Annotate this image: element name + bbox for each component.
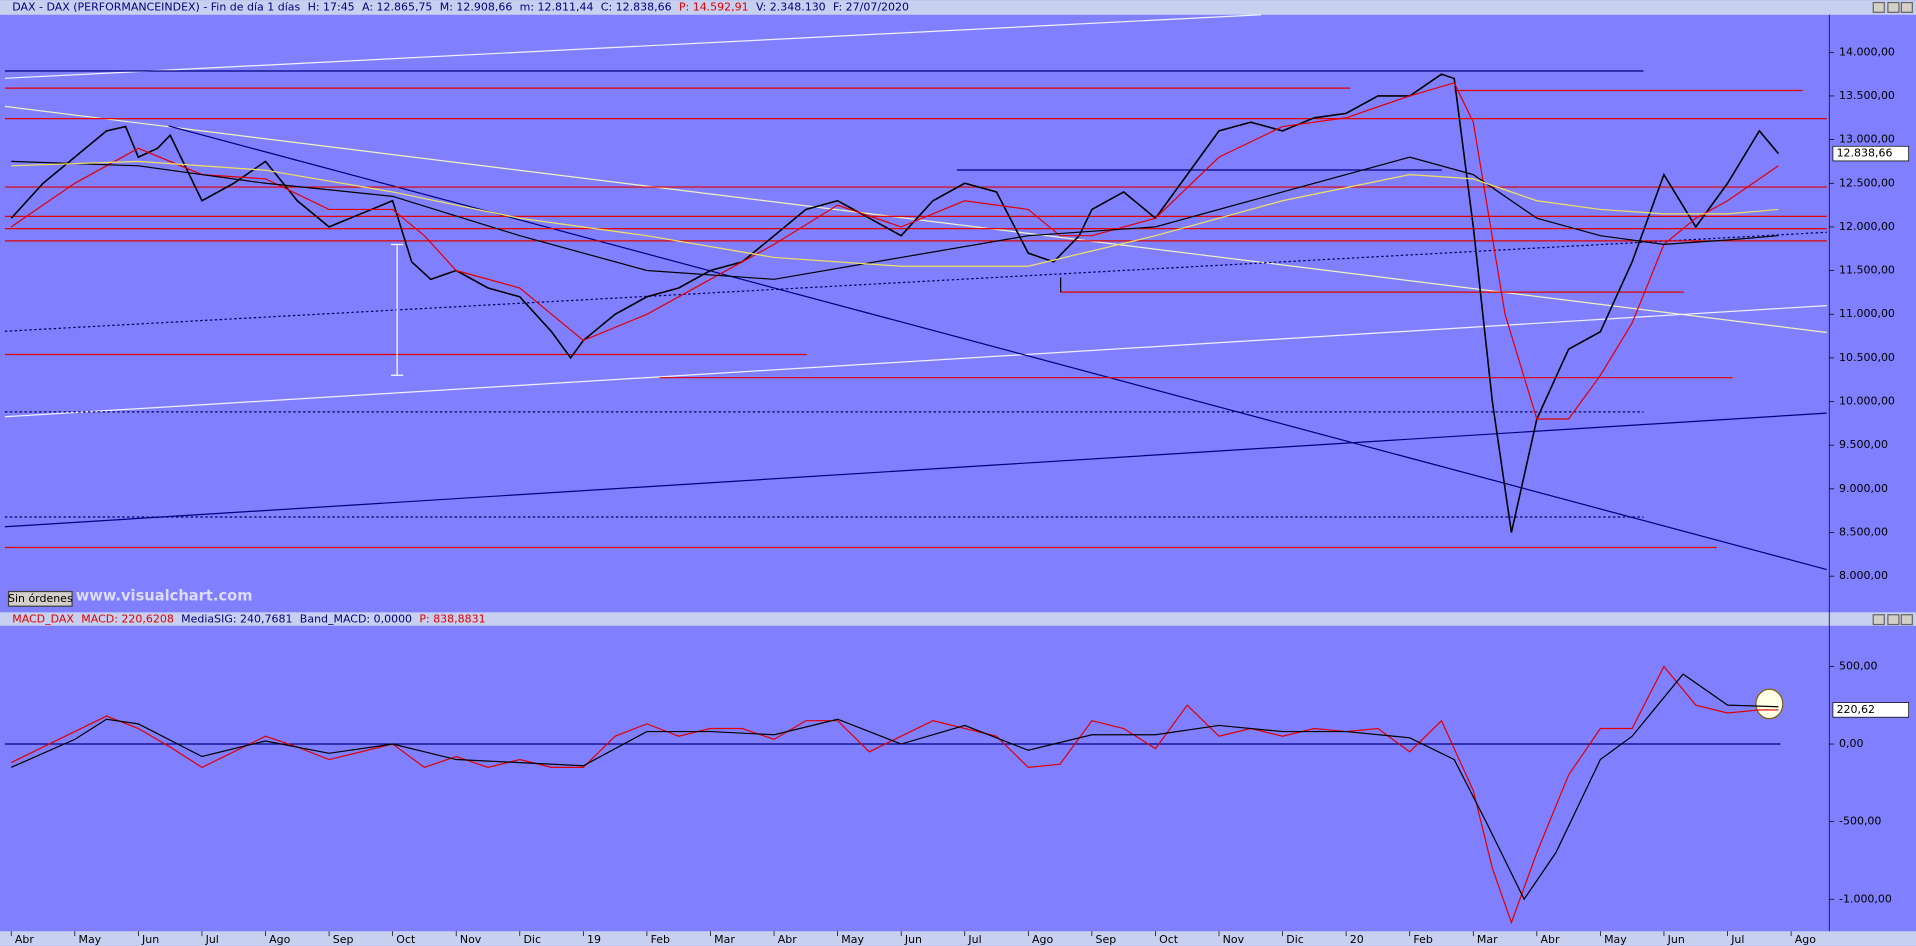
x-tick-label: 19 [587,933,601,946]
title-bar [0,0,1916,15]
drawing-tools [4,14,1827,720]
x-tick-label: Abr [15,933,34,946]
y-tick-label: 10.000,00 [1839,395,1895,408]
y-tick-label: 13.000,00 [1839,133,1895,146]
trend-line [4,412,1827,528]
x-tick-label: May [1604,933,1627,946]
info-field: P: 838,8831 [419,613,485,626]
series-line [10,673,1779,901]
x-tick-label: May [841,933,864,946]
info-field: V: 2.348.130 [756,0,826,13]
x-tick-label: Mar [1477,933,1498,946]
x-tick-label: Nov [460,933,482,946]
trend-line [4,14,1262,79]
x-tick-label: Feb [651,933,670,946]
y-tick-label: 10.500,00 [1839,351,1895,364]
x-tick-label: Dic [523,933,541,946]
x-tick-label: Jul [205,933,219,946]
x-tick-label: Jun [1667,933,1685,946]
series-line [11,160,1779,267]
y-tick-label: -500,00 [1839,815,1881,828]
y-tick-label: 12.000,00 [1839,220,1895,233]
x-tick-label: Jul [1730,933,1744,946]
maximize-button[interactable] [1887,614,1900,626]
maximize-button[interactable] [1887,1,1900,13]
price-label-box [1832,145,1910,162]
x-tick-label: Dic [1286,933,1304,946]
x-tick-label: Feb [1413,933,1432,946]
y-tick-label: -1.000,00 [1839,892,1892,905]
series-line [10,73,1780,533]
close-button[interactable] [1900,1,1913,13]
panel-separator [0,612,1916,626]
series-line [11,156,1779,280]
info-field: Band_MACD: 0,0000 [300,613,412,626]
y-tick-label: 500,00 [1839,659,1877,672]
panel-title: DAX - DAX (PERFORMANCEINDEX) - Fin de dí… [12,0,300,13]
price-label: 12.838,66 [1837,147,1893,160]
y-tick-label: 14.000,00 [1839,45,1895,58]
panel-title: MACD_DAX [12,613,74,626]
info-field: C: 12.838,66 [601,0,672,13]
x-tick-label: Nov [1223,933,1245,946]
series-line [10,665,1779,925]
y-tick-label: 8.500,00 [1839,526,1888,539]
x-tick-label: Ago [269,933,290,946]
minimize-button[interactable] [1872,1,1885,13]
x-tick-label: Oct [396,933,416,946]
y-tick-label: 12.500,00 [1839,176,1895,189]
info-field: F: 27/07/2020 [833,0,909,13]
x-axis-strip [0,931,1916,946]
x-tick-label: 20 [1350,933,1364,946]
y-tick-label: 9.000,00 [1839,482,1888,495]
trend-line [4,231,1827,332]
close-button[interactable] [1900,614,1913,626]
series-line [10,82,1779,420]
info-field: A: 12.865,75 [362,0,432,13]
x-tick-label: Ago [1795,933,1816,946]
x-tick-label: May [78,933,101,946]
x-tick-label: Sep [333,933,354,946]
trend-line [4,304,1827,418]
x-tick-label: Abr [778,933,797,946]
x-tick-label: Abr [1541,933,1560,946]
price-label: 220,62 [1837,703,1875,716]
info-field: m: 12.811,44 [520,0,594,13]
y-tick-label: 0,00 [1839,737,1863,750]
minimize-button[interactable] [1872,614,1885,626]
x-tick-label: Oct [1159,933,1179,946]
x-tick-label: Ago [1032,933,1053,946]
x-tick-label: Jun [141,933,159,946]
orders-button-label[interactable]: Sin órdenes [8,592,73,605]
x-tick-label: Jul [967,933,981,946]
y-tick-label: 9.500,00 [1839,438,1888,451]
x-tick-label: Mar [714,933,735,946]
info-field: H: 17:45 [308,0,355,13]
y-tick-label: 8.000,00 [1839,569,1888,582]
info-field: M: 12.908,66 [440,0,513,13]
y-tick-label: 13.500,00 [1839,89,1895,102]
highlight-circle [1755,688,1784,720]
x-tick-label: Jun [904,933,922,946]
x-tick-label: Sep [1096,933,1117,946]
orders-button[interactable] [7,590,73,607]
trend-line [168,125,1827,571]
info-field: MediaSIG: 240,7681 [181,613,292,626]
info-field: P: 14.592,91 [679,0,749,13]
y-tick-label: 11.500,00 [1839,264,1895,277]
watermark: www.visualchart.com [76,587,253,604]
info-field: MACD: 220,6208 [81,613,174,626]
y-tick-label: 11.000,00 [1839,307,1895,320]
price-label-box [1832,702,1910,718]
